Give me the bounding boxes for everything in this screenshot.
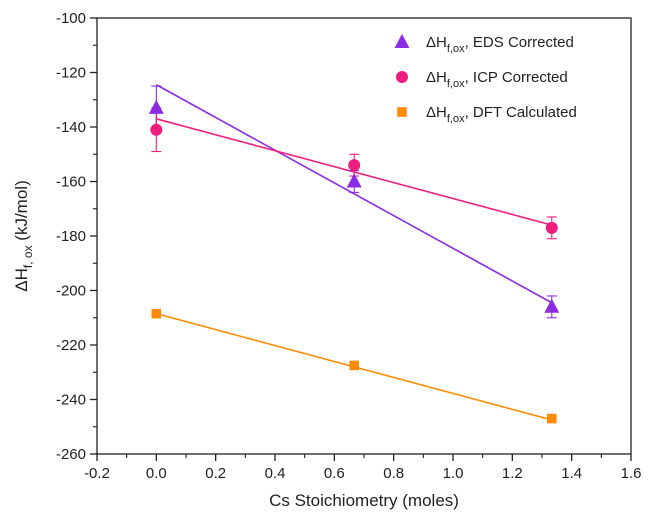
y-axis-title-main: ΔH xyxy=(12,268,31,292)
x-tick-label: 0.4 xyxy=(265,465,286,482)
y-tick-label: -160 xyxy=(56,174,86,191)
y-tick-label: -140 xyxy=(56,119,86,136)
x-tick-label: 1.6 xyxy=(621,465,642,482)
circle-series-point xyxy=(348,159,361,172)
circle-series-point xyxy=(150,123,163,136)
legend-label-triangle: ΔHf,ox, EDS Corrected xyxy=(426,34,574,55)
y-axis-title-sub: f, ox xyxy=(21,245,35,268)
x-tick-label: -0.2 xyxy=(84,465,110,482)
square-series-point xyxy=(151,308,162,319)
y-tick-label: -260 xyxy=(56,446,86,463)
x-tick-label: 0.2 xyxy=(205,465,226,482)
y-tick-label: -200 xyxy=(56,283,86,300)
legend-item-square: ΔHf,ox, DFT Calculated xyxy=(397,104,577,125)
y-tick-label: -100 xyxy=(56,10,86,27)
x-tick-label: 1.2 xyxy=(502,465,523,482)
legend-label-square: ΔHf,ox, DFT Calculated xyxy=(426,104,577,125)
y-axis-title-unit: (kJ/mol) xyxy=(12,180,31,245)
legend: ΔHf,ox, EDS Corrected ΔHf,ox, ICP Correct… xyxy=(394,33,577,125)
data-points xyxy=(148,99,560,424)
x-tick-label: 0.6 xyxy=(324,465,345,482)
legend-label-circle: ΔHf,ox, ICP Corrected xyxy=(426,69,568,90)
x-axis-title: Cs Stoichiometry (moles) xyxy=(269,491,459,510)
legend-marker-triangle xyxy=(394,33,410,48)
y-tick-label: -240 xyxy=(56,392,86,409)
legend-item-circle: ΔHf,ox, ICP Corrected xyxy=(396,69,568,90)
y-tick-label: -220 xyxy=(56,337,86,354)
x-axis: -0.2 0.0 0.2 0.4 0.6 0.8 1.0 1.2 1.4 1.6 xyxy=(84,454,641,482)
y-axis-title: ΔHf, ox (kJ/mol) xyxy=(12,180,35,292)
x-tick-label: 0.0 xyxy=(146,465,167,482)
legend-marker-square xyxy=(397,107,407,117)
triangle-series-fit-line xyxy=(155,84,553,304)
y-tick-label: -120 xyxy=(56,65,86,82)
triangle-series-point xyxy=(346,173,362,188)
square-series-point xyxy=(546,413,557,424)
legend-item-triangle: ΔHf,ox, EDS Corrected xyxy=(394,33,574,55)
y-tick-label: -180 xyxy=(56,228,86,245)
y-axis: -260 -240 -220 -200 -180 -160 -140 -120 -100 xyxy=(56,10,97,463)
x-tick-label: 1.4 xyxy=(561,465,582,482)
x-tick-label: 0.8 xyxy=(383,465,404,482)
x-tick-label: 1.0 xyxy=(443,465,464,482)
circle-series-point xyxy=(545,221,558,234)
triangle-series-point xyxy=(148,99,164,114)
triangle-series-point xyxy=(544,298,560,313)
legend-marker-circle xyxy=(396,71,408,83)
square-series-point xyxy=(349,360,360,371)
